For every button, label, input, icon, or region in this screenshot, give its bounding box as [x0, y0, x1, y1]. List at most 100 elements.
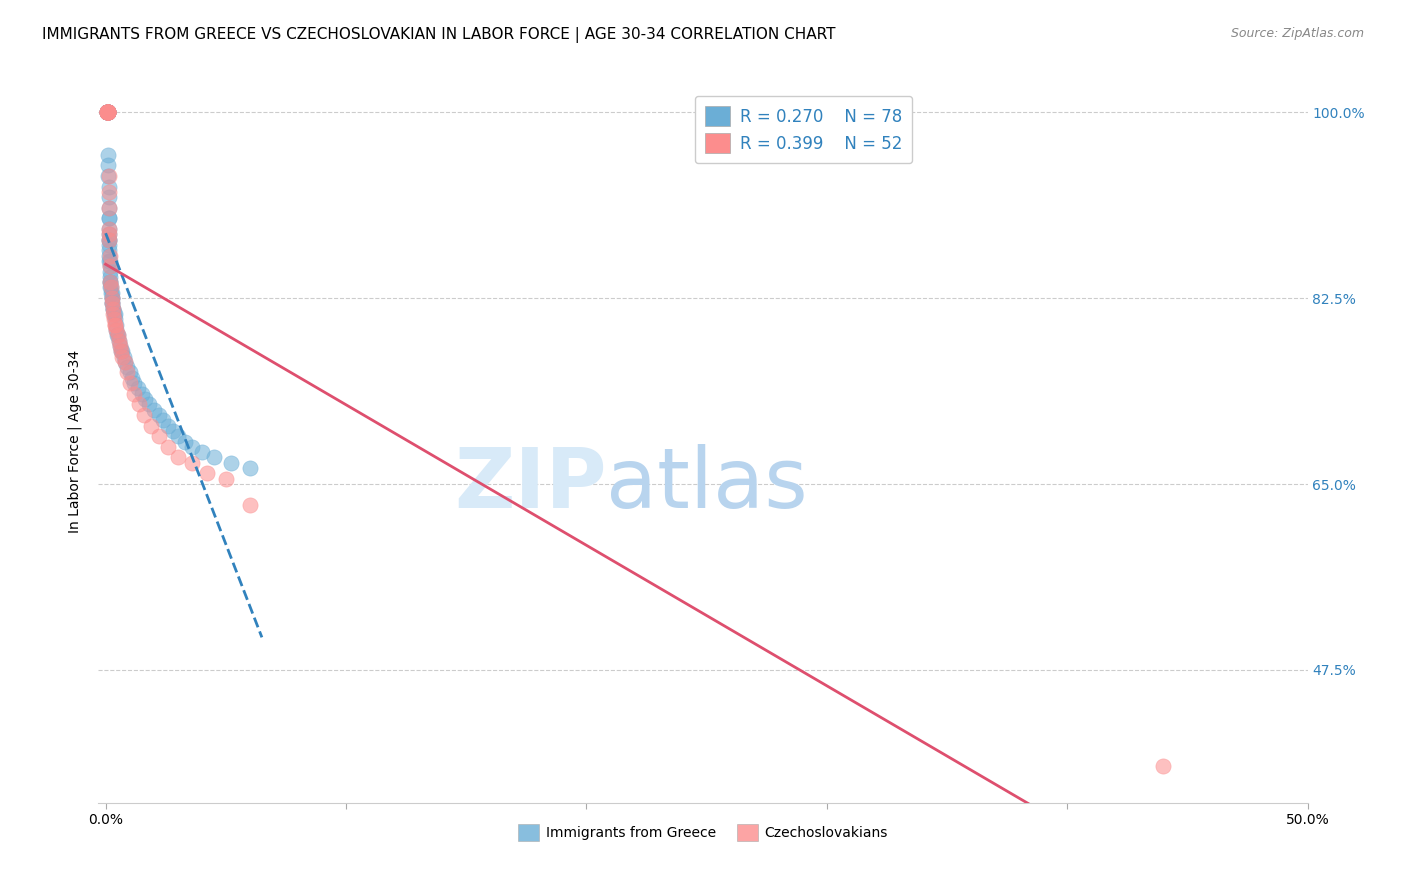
Point — [98, 233, 121, 247]
Point — [97, 190, 120, 204]
Point — [101, 301, 124, 316]
Point — [98, 259, 121, 273]
Point — [97, 105, 120, 120]
Point — [104, 318, 127, 332]
Point — [132, 408, 155, 422]
Point — [97, 105, 120, 120]
Point — [98, 244, 121, 258]
Point — [131, 386, 153, 401]
Point — [98, 227, 121, 242]
Point — [101, 296, 124, 310]
Point — [101, 296, 124, 310]
Point — [100, 285, 122, 300]
Point — [148, 408, 170, 422]
Point — [107, 328, 129, 343]
Point — [103, 301, 125, 316]
Point — [166, 450, 188, 465]
Text: Source: ZipAtlas.com: Source: ZipAtlas.com — [1230, 27, 1364, 40]
Point — [96, 105, 118, 120]
Point — [111, 350, 134, 364]
Point — [1152, 758, 1174, 772]
Text: atlas: atlas — [606, 444, 808, 525]
Point — [98, 259, 121, 273]
Point — [112, 350, 135, 364]
Point — [96, 105, 118, 120]
Point — [101, 296, 124, 310]
Point — [181, 456, 204, 470]
Point — [96, 105, 118, 120]
Point — [127, 381, 149, 395]
Point — [110, 344, 132, 359]
Point — [97, 211, 120, 226]
Point — [142, 402, 165, 417]
Point — [100, 291, 122, 305]
Point — [104, 318, 127, 332]
Point — [98, 238, 121, 252]
Point — [100, 280, 122, 294]
Point — [97, 201, 120, 215]
Point — [98, 249, 121, 263]
Point — [96, 105, 118, 120]
Point — [108, 334, 131, 348]
Point — [107, 328, 129, 343]
Point — [124, 376, 146, 390]
Point — [105, 328, 128, 343]
Point — [96, 105, 118, 120]
Point — [96, 105, 118, 120]
Point — [101, 291, 124, 305]
Point — [96, 105, 118, 120]
Point — [138, 397, 160, 411]
Point — [97, 211, 120, 226]
Point — [100, 275, 122, 289]
Point — [97, 222, 120, 236]
Point — [148, 429, 170, 443]
Point — [97, 169, 120, 183]
Point — [98, 253, 121, 268]
Point — [100, 291, 122, 305]
Text: ZIP: ZIP — [454, 444, 606, 525]
Point — [97, 105, 120, 120]
Point — [96, 105, 118, 120]
Point — [202, 450, 225, 465]
Point — [98, 253, 121, 268]
Point — [219, 456, 242, 470]
Point — [111, 344, 134, 359]
Point — [105, 323, 128, 337]
Point — [97, 105, 120, 120]
Point — [97, 105, 120, 120]
Point — [124, 386, 146, 401]
Point — [103, 307, 125, 321]
Point — [97, 147, 120, 161]
Point — [96, 105, 118, 120]
Point — [98, 264, 121, 278]
Point — [105, 323, 128, 337]
Point — [100, 280, 122, 294]
Point — [157, 418, 180, 433]
Point — [96, 105, 118, 120]
Point — [96, 105, 118, 120]
Point — [215, 472, 238, 486]
Point — [104, 307, 127, 321]
Point — [195, 467, 218, 481]
Point — [121, 371, 143, 385]
Point — [104, 318, 127, 332]
Point — [98, 233, 121, 247]
Point — [100, 275, 122, 289]
Point — [239, 498, 262, 512]
Point — [96, 105, 118, 120]
Point — [103, 307, 125, 321]
Point — [96, 105, 118, 120]
Point — [191, 445, 214, 459]
Point — [97, 105, 120, 120]
Point — [100, 275, 122, 289]
Y-axis label: In Labor Force | Age 30-34: In Labor Force | Age 30-34 — [67, 350, 83, 533]
Point — [110, 344, 132, 359]
Point — [152, 413, 174, 427]
Point — [117, 360, 139, 375]
Point — [141, 418, 163, 433]
Point — [97, 105, 120, 120]
Point — [97, 105, 120, 120]
Point — [96, 105, 118, 120]
Point — [128, 397, 150, 411]
Point — [97, 169, 120, 183]
